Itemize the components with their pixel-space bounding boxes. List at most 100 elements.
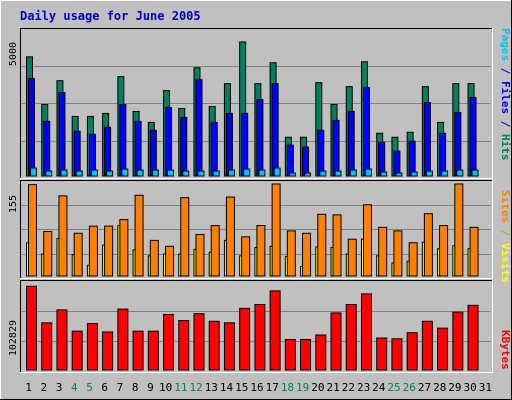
day-label: 18	[281, 381, 294, 394]
bar-files	[286, 144, 294, 177]
bar-kbytes	[102, 331, 114, 371]
bar-files	[104, 126, 112, 177]
axis-label-part: KBytes	[499, 330, 512, 370]
bar-files	[149, 129, 157, 177]
day-label: 26	[403, 381, 416, 394]
bar-sites	[332, 214, 342, 277]
bar-kbytes	[345, 304, 357, 371]
axis-label: Pages / Files / Hits	[499, 28, 512, 161]
bars	[26, 41, 479, 177]
bar-kbytes	[330, 312, 342, 371]
bar-sites	[408, 242, 418, 277]
day-label: 19	[296, 381, 309, 394]
bar-sites	[28, 184, 37, 277]
bar-kbytes	[193, 313, 205, 371]
ytick-label: 102829	[8, 320, 19, 356]
bar-kbytes	[254, 304, 266, 371]
bar-sites	[469, 226, 479, 277]
bar-pages	[151, 169, 159, 177]
bar-pages	[349, 169, 357, 177]
day-label: 14	[220, 381, 234, 394]
bar-kbytes	[178, 320, 190, 371]
day-label: 8	[132, 381, 139, 394]
bar-kbytes	[223, 322, 235, 371]
day-label: 31	[479, 381, 492, 394]
axis-label-part: Hits	[499, 134, 512, 161]
bar-files	[378, 141, 386, 177]
bar-pages	[273, 167, 281, 177]
day-label: 22	[342, 381, 355, 394]
bars	[26, 183, 479, 277]
bar-pages	[136, 169, 144, 177]
bar-files	[119, 103, 127, 177]
bar-kbytes	[163, 313, 175, 371]
bar-sites	[241, 236, 251, 277]
panel-1: 5000 Pages / Files / Hits	[8, 28, 512, 179]
day-label: 24	[372, 381, 386, 394]
bar-files	[393, 150, 401, 177]
bar-kbytes	[269, 290, 281, 371]
day-label: 20	[311, 381, 324, 394]
bar-sites	[180, 197, 190, 277]
axis-label-part: /	[499, 223, 512, 243]
bar-pages	[75, 170, 83, 177]
bar-pages	[45, 170, 53, 177]
ytick-label: 155	[8, 195, 19, 213]
bar-kbytes	[376, 337, 388, 371]
bar-sites	[165, 245, 175, 277]
bar-pages	[364, 168, 372, 177]
bar-pages	[197, 170, 205, 177]
bar-pages	[106, 170, 114, 177]
axis-label: Sites / Visits	[499, 190, 512, 283]
panel-3: 102829 KBytes	[8, 280, 512, 373]
bar-sites	[393, 230, 403, 277]
bar-sites	[104, 225, 114, 277]
day-label: 15	[235, 381, 248, 394]
bar-files	[28, 78, 35, 177]
bar-files	[302, 146, 310, 177]
bar-pages	[471, 169, 479, 177]
bar-kbytes	[239, 307, 251, 371]
bar-kbytes	[56, 309, 68, 371]
bar-pages	[258, 169, 266, 177]
day-label: 28	[433, 381, 446, 394]
day-label: 23	[357, 381, 370, 394]
bar-sites	[225, 196, 235, 277]
day-label: 5	[86, 381, 93, 394]
axis-label-part: Visits	[499, 243, 512, 283]
day-label: 25	[387, 381, 400, 394]
day-label: 4	[71, 381, 78, 394]
bar-sites	[88, 225, 98, 277]
bar-files	[347, 110, 355, 177]
bar-pages	[441, 170, 449, 177]
bar-files	[454, 111, 462, 177]
bar-sites	[439, 225, 449, 277]
bar-kbytes	[71, 330, 83, 371]
bar-files	[134, 120, 142, 177]
bar-kbytes	[132, 330, 144, 371]
axis-label-part: Files	[499, 81, 512, 114]
bar-files	[225, 112, 233, 177]
chart-title: Daily usage for June 2005	[20, 9, 201, 23]
axis-label-part: /	[499, 61, 512, 81]
bar-pages	[456, 169, 464, 177]
day-label: 1	[25, 381, 32, 394]
bar-pages	[425, 170, 433, 177]
bar-kbytes	[26, 285, 37, 371]
bar-files	[332, 119, 340, 177]
bar-files	[180, 116, 188, 177]
bar-kbytes	[360, 293, 372, 371]
bar-sites	[317, 213, 327, 277]
day-label: 7	[117, 381, 124, 394]
bar-kbytes	[41, 322, 53, 371]
bar-sites	[210, 225, 220, 277]
day-label: 29	[448, 381, 461, 394]
bar-files	[439, 132, 447, 177]
bar-pages	[304, 172, 312, 177]
bar-files	[256, 99, 264, 177]
day-label: 10	[159, 381, 172, 394]
day-label: 16	[250, 381, 263, 394]
bar-files	[241, 112, 249, 177]
bar-sites	[362, 204, 372, 277]
